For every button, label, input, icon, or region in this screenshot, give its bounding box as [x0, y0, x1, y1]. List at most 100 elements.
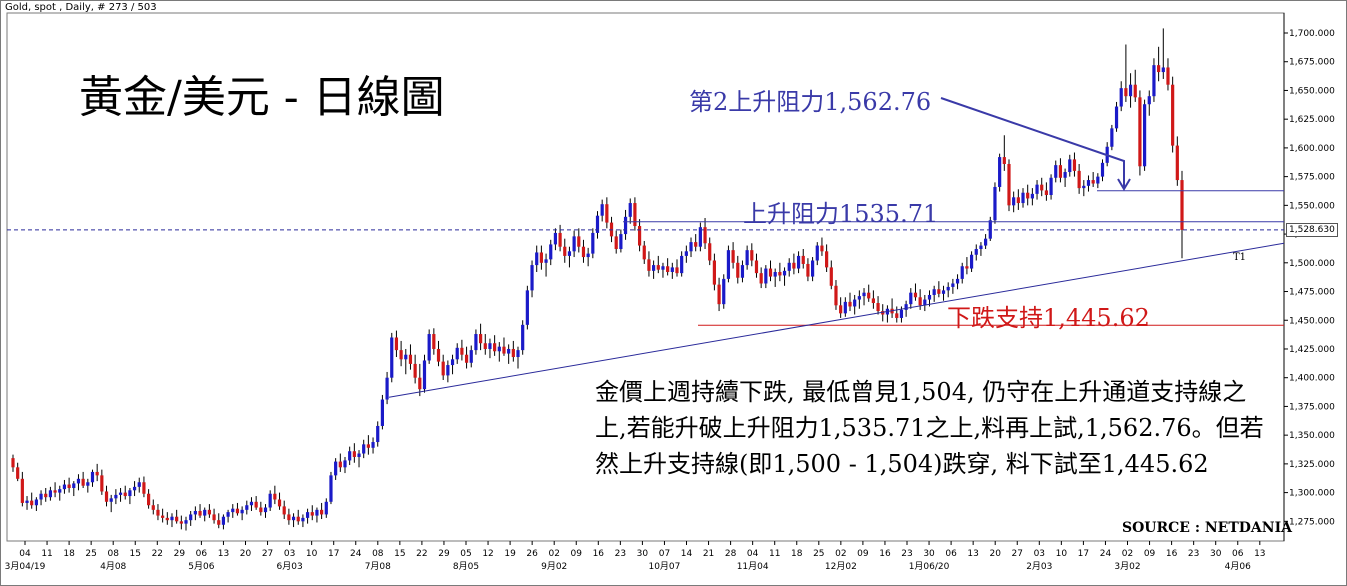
x-tick-label: 18	[63, 549, 75, 559]
candle-body	[446, 365, 450, 376]
x-tick-label: 30	[923, 549, 935, 559]
x-tick-label: 25	[813, 549, 824, 559]
candle-body	[923, 299, 927, 306]
x-tick-label: 10	[306, 549, 318, 559]
candle-body	[637, 226, 642, 246]
candle-body	[535, 252, 539, 266]
candle-body	[750, 250, 754, 261]
x-month-label: 3月04/19	[5, 561, 46, 572]
candle-body	[591, 232, 595, 254]
y-tick-label: 1,400.000	[1289, 374, 1335, 384]
candle-body	[577, 236, 581, 247]
candle-body	[773, 271, 777, 277]
candle-body	[834, 285, 838, 306]
candle-body	[90, 471, 95, 483]
candle-body	[58, 489, 62, 493]
x-tick-label: 02	[1122, 549, 1133, 559]
resistance-arrow	[940, 97, 1125, 187]
x-tick-label: 23	[901, 549, 912, 559]
x-tick-label: 13	[967, 549, 978, 559]
candle-body	[759, 273, 763, 284]
candle-body	[488, 343, 492, 349]
candle-body	[717, 284, 721, 305]
candle-body	[221, 516, 226, 525]
candle-body	[544, 259, 548, 263]
candle-body	[581, 246, 586, 258]
x-tick-label: 02	[548, 549, 559, 559]
candle-body	[1133, 84, 1137, 98]
x-tick-label: 11	[41, 549, 52, 559]
x-month-label: 2月03	[1026, 561, 1052, 572]
candle-body	[338, 461, 342, 468]
candle-body	[1128, 84, 1133, 97]
candle-body	[563, 246, 567, 256]
resistance-2-label: 第2上升阻力1,562.76	[689, 88, 932, 116]
candle-body	[1007, 163, 1011, 206]
y-tick-label: 1,275.000	[1289, 517, 1335, 527]
candle-body	[147, 493, 151, 506]
candle-body	[698, 227, 702, 247]
x-tick-label: 16	[593, 549, 605, 559]
x-tick-label: 23	[615, 549, 626, 559]
x-month-label: 8月05	[453, 561, 479, 572]
candle-body	[132, 486, 137, 491]
candle-body	[740, 265, 745, 278]
candle-body	[937, 289, 941, 294]
candle-body	[525, 290, 529, 325]
candle-body	[1157, 65, 1161, 73]
candle-body	[123, 492, 127, 497]
x-tick-label: 26	[526, 549, 538, 559]
candle-body	[796, 255, 801, 269]
x-tick-label: 06	[1232, 549, 1244, 559]
candle-body	[932, 289, 936, 295]
candle-body	[871, 298, 875, 304]
x-tick-label: 05	[460, 549, 471, 559]
x-tick-label: 08	[372, 549, 384, 559]
candle-body	[165, 517, 169, 521]
candle-body	[1110, 128, 1114, 147]
candle-body	[362, 444, 366, 454]
candle-body	[1175, 145, 1179, 181]
arrow-head-icon	[1117, 178, 1131, 191]
candle-body	[432, 334, 436, 349]
x-month-label: 10月07	[648, 561, 680, 572]
x-tick-label: 22	[416, 549, 427, 559]
candle-body	[259, 507, 263, 513]
candle-body	[1082, 185, 1086, 189]
x-tick-label: 06	[945, 549, 957, 559]
candle-body	[231, 508, 235, 513]
candle-body	[207, 509, 211, 515]
candle-body	[282, 506, 286, 515]
candle-body	[1035, 184, 1039, 194]
candle-body	[815, 245, 819, 261]
candle-body	[647, 259, 651, 271]
candle-body	[899, 309, 904, 318]
candle-body	[1180, 180, 1184, 230]
x-tick-label: 09	[1144, 549, 1156, 559]
candle-body	[1147, 96, 1151, 105]
candle-body	[380, 399, 385, 426]
y-tick-label: 1,375.000	[1289, 402, 1335, 412]
candle-body	[1054, 165, 1058, 178]
candle-body	[441, 361, 445, 376]
x-tick-label: 12	[482, 549, 493, 559]
candle-body	[619, 234, 623, 250]
candle-body	[675, 267, 679, 274]
candle-body	[1096, 176, 1100, 184]
candle-body	[212, 514, 216, 521]
candle-body	[595, 215, 600, 233]
support-label: 下跌支持1,445.62	[947, 304, 1150, 332]
y-tick-label: 1,600.000	[1289, 144, 1335, 154]
candle-body	[680, 255, 684, 274]
x-tick-label: 24	[1100, 549, 1112, 559]
candle-body	[310, 512, 314, 516]
candle-body	[909, 292, 913, 305]
x-tick-label: 14	[681, 549, 693, 559]
candle-body	[600, 204, 604, 216]
x-tick-label: 09	[571, 549, 583, 559]
candle-body	[385, 377, 389, 400]
candle-body	[1171, 84, 1175, 146]
x-tick-label: 27	[262, 549, 273, 559]
candle-body	[862, 292, 866, 297]
